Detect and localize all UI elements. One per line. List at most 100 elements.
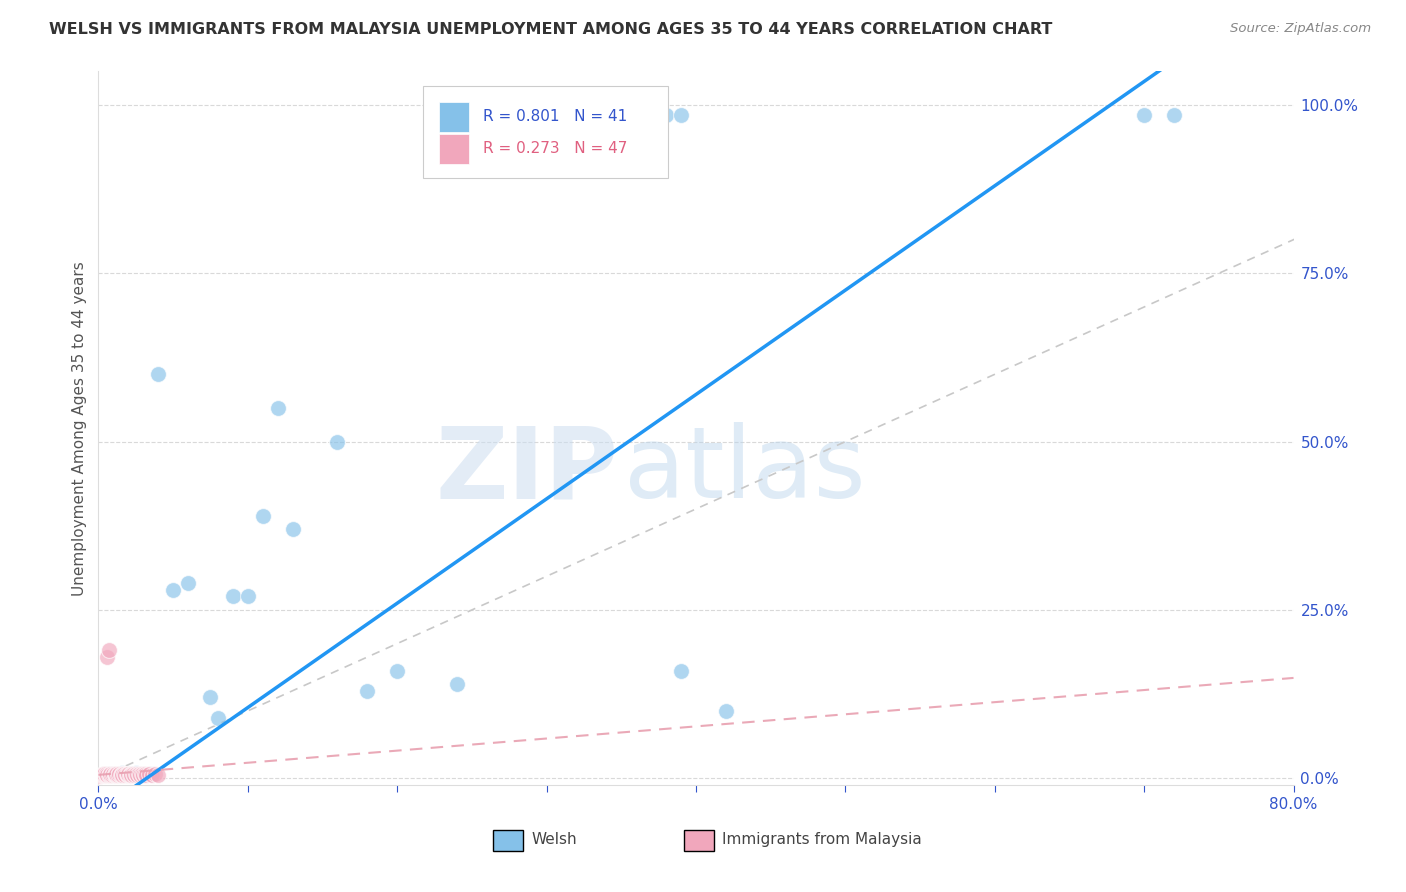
Point xyxy=(117,768,139,782)
Text: Immigrants from Malaysia: Immigrants from Malaysia xyxy=(723,832,922,847)
Text: R = 0.273   N = 47: R = 0.273 N = 47 xyxy=(484,141,627,156)
Text: Welsh: Welsh xyxy=(531,832,576,847)
Point xyxy=(200,690,222,705)
Point xyxy=(222,590,245,604)
Point xyxy=(117,767,139,781)
Point xyxy=(120,767,142,781)
Point xyxy=(108,767,131,781)
Point xyxy=(121,767,143,781)
Y-axis label: Unemployment Among Ages 35 to 44 years: Unemployment Among Ages 35 to 44 years xyxy=(72,260,87,596)
Point xyxy=(97,643,120,657)
Point xyxy=(91,768,114,782)
Point xyxy=(148,768,170,782)
Point xyxy=(111,767,134,781)
Point xyxy=(132,768,155,782)
Point xyxy=(207,711,229,725)
Point xyxy=(143,767,166,781)
FancyBboxPatch shape xyxy=(439,102,470,132)
Point xyxy=(112,767,135,781)
Point xyxy=(89,768,111,782)
Point xyxy=(96,766,118,780)
Point xyxy=(138,767,160,781)
Text: atlas: atlas xyxy=(624,423,866,519)
Point xyxy=(105,767,128,781)
Point xyxy=(103,767,125,781)
Point xyxy=(96,768,118,782)
Point xyxy=(118,768,141,782)
Point xyxy=(129,767,152,781)
Point xyxy=(97,768,120,782)
Point xyxy=(107,767,129,781)
Point xyxy=(112,767,135,781)
Point xyxy=(107,768,129,782)
Point xyxy=(96,650,118,665)
Point xyxy=(114,768,136,782)
Point xyxy=(141,768,163,782)
Point xyxy=(326,434,349,449)
Point xyxy=(114,766,136,780)
Text: WELSH VS IMMIGRANTS FROM MALAYSIA UNEMPLOYMENT AMONG AGES 35 TO 44 YEARS CORRELA: WELSH VS IMMIGRANTS FROM MALAYSIA UNEMPL… xyxy=(49,22,1053,37)
Point xyxy=(139,767,162,781)
Point xyxy=(252,508,274,523)
Point xyxy=(117,767,139,781)
Point xyxy=(110,767,132,781)
Point xyxy=(714,704,737,718)
Point xyxy=(111,765,134,780)
Point xyxy=(236,590,259,604)
Point xyxy=(94,768,117,782)
Point xyxy=(1163,108,1185,122)
Text: ZIP: ZIP xyxy=(436,423,619,519)
Point xyxy=(120,768,142,782)
Point xyxy=(93,768,115,782)
FancyBboxPatch shape xyxy=(685,830,714,851)
Point xyxy=(97,767,120,781)
Point xyxy=(1133,108,1156,122)
Point xyxy=(98,768,122,782)
Point xyxy=(108,766,131,780)
Point xyxy=(446,677,468,691)
Point xyxy=(101,768,124,782)
Point xyxy=(104,767,127,781)
FancyBboxPatch shape xyxy=(494,830,523,851)
Text: R = 0.801   N = 41: R = 0.801 N = 41 xyxy=(484,109,627,124)
Point xyxy=(105,768,128,782)
Point xyxy=(385,664,409,678)
Point xyxy=(655,108,678,122)
Point xyxy=(148,368,170,382)
Point xyxy=(125,765,148,780)
Point xyxy=(105,766,128,780)
Point xyxy=(94,767,117,781)
Point xyxy=(101,767,124,781)
Point xyxy=(104,767,127,781)
Point xyxy=(120,766,142,780)
Point xyxy=(91,767,114,781)
FancyBboxPatch shape xyxy=(423,86,668,178)
Point xyxy=(111,768,134,782)
Point xyxy=(669,108,692,122)
Point xyxy=(94,767,117,781)
Point xyxy=(125,767,148,781)
Point xyxy=(356,683,378,698)
Point xyxy=(98,767,122,781)
Point xyxy=(129,768,152,782)
Point xyxy=(128,767,150,781)
Point xyxy=(135,768,157,782)
Point xyxy=(110,768,132,782)
FancyBboxPatch shape xyxy=(439,134,470,164)
Point xyxy=(281,522,304,536)
Point xyxy=(131,767,153,781)
Point xyxy=(132,766,155,780)
Point xyxy=(127,768,149,782)
Point xyxy=(115,767,138,781)
Point xyxy=(124,768,146,782)
Point xyxy=(177,576,200,591)
Point xyxy=(669,664,692,678)
Point xyxy=(134,767,156,781)
Point xyxy=(90,768,112,782)
Point xyxy=(98,766,122,780)
Text: Source: ZipAtlas.com: Source: ZipAtlas.com xyxy=(1230,22,1371,36)
Point xyxy=(93,767,115,781)
Point xyxy=(104,768,127,782)
Point xyxy=(162,582,184,597)
Point xyxy=(267,401,290,415)
